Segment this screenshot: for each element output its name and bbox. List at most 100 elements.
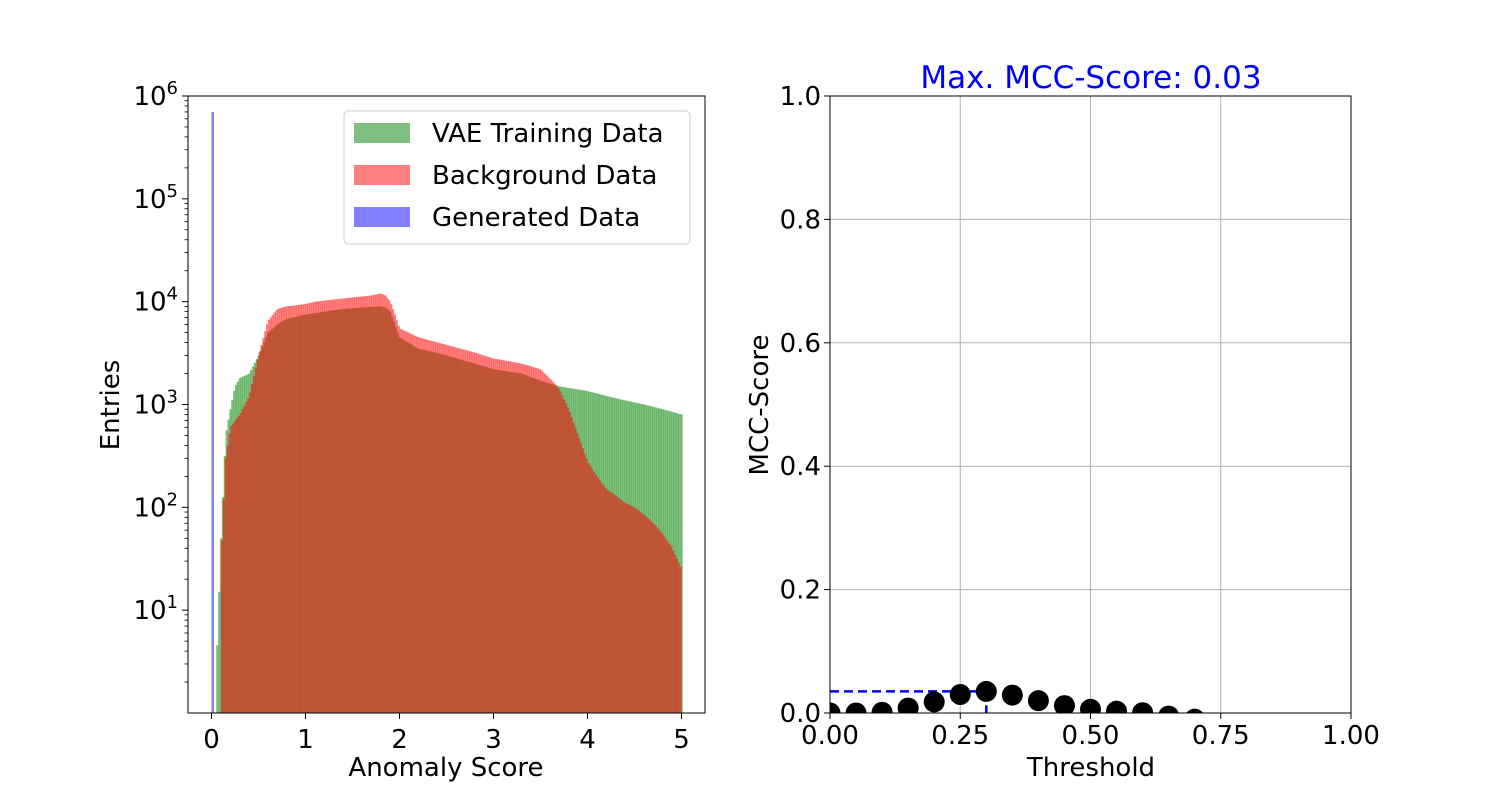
histogram-bar [250, 384, 254, 713]
histogram-bar [252, 375, 256, 713]
histogram-bar [566, 407, 569, 713]
histogram-bar [271, 314, 274, 713]
histogram-bar [296, 305, 299, 713]
histogram-y-tick-label: 101 [133, 592, 178, 626]
mcc-point [897, 697, 919, 713]
histogram-bar [675, 558, 679, 713]
histogram-bar [649, 520, 652, 713]
histogram-bar [564, 403, 568, 713]
histogram-bar [591, 468, 594, 713]
histogram-bar [572, 422, 575, 713]
histogram-bar [316, 301, 319, 713]
histogram-bar [211, 111, 214, 713]
mcc-x-ticks: 0.00 0.25 0.50 0.75 1.00 [801, 713, 1380, 751]
histogram-bar [523, 364, 526, 713]
histogram-bar [431, 341, 434, 713]
histogram-bar [346, 297, 350, 713]
histogram-bar [499, 359, 502, 713]
histogram-bar [314, 301, 318, 713]
histogram-x-tick-label: 5 [673, 725, 690, 755]
histogram-bar [538, 369, 541, 713]
histogram-bar [557, 388, 560, 713]
histogram-bar [506, 361, 509, 713]
histogram-bar [576, 432, 579, 713]
histogram-bar [446, 345, 449, 713]
histogram-bar [544, 374, 547, 713]
histogram-y-tick-label: 106 [133, 78, 178, 112]
histogram-bar [604, 487, 607, 713]
histogram-bar [574, 427, 577, 713]
histogram-bar [348, 297, 351, 713]
histogram-bar [313, 301, 316, 713]
histogram-bar [559, 391, 562, 713]
histogram-bar [371, 295, 374, 713]
histogram-bar [284, 306, 287, 713]
histogram-bar [489, 357, 492, 713]
histogram-bar [555, 385, 558, 713]
histogram-bar [615, 496, 618, 713]
histogram-bar [476, 353, 479, 713]
mcc-point [1027, 690, 1049, 712]
histogram-bar [516, 362, 519, 713]
histogram-bar [339, 298, 342, 713]
histogram-series-2 [211, 111, 214, 713]
mcc-point [975, 680, 997, 702]
histogram-bar [401, 329, 404, 713]
histogram-bar [273, 312, 276, 713]
mcc-point [1053, 695, 1075, 713]
mcc-y-tick-label: 0.0 [780, 699, 821, 729]
histogram-y-axis-label: Entries [96, 360, 126, 451]
histogram-bar [399, 328, 402, 713]
histogram-bar [369, 295, 372, 713]
histogram-bar [279, 308, 282, 713]
histogram-bar [542, 372, 545, 713]
legend-swatch-generated [354, 207, 410, 227]
histogram-bar [390, 304, 393, 713]
mcc-y-tick-label: 1.0 [780, 82, 821, 112]
histogram-bar [666, 541, 669, 713]
histogram-bar [645, 517, 648, 713]
histogram-bar [452, 346, 455, 713]
histogram-bar [237, 415, 240, 713]
histogram-bar [403, 330, 406, 713]
mcc-y-tick-label: 0.2 [780, 576, 821, 606]
histogram-bar [465, 350, 468, 713]
histogram-bar [593, 471, 596, 713]
histogram-bar [613, 494, 616, 713]
histogram-bar [672, 550, 675, 713]
histogram-bar [235, 418, 239, 713]
histogram-bar [391, 309, 395, 713]
histogram-bar [416, 336, 419, 713]
mcc-x-tick-label: 0.50 [1062, 721, 1120, 751]
histogram-y-tick-label: 103 [133, 387, 178, 421]
mcc-point [871, 701, 893, 713]
histogram-x-tick-label: 0 [203, 725, 220, 755]
histogram-bar [510, 361, 513, 713]
histogram-bar [407, 332, 410, 713]
histogram-bar [410, 334, 413, 713]
histogram-bar [482, 355, 485, 713]
histogram-bar [679, 567, 682, 713]
histogram-bar [367, 295, 370, 713]
histogram-bar [619, 499, 622, 713]
histogram-bar [337, 298, 340, 713]
histogram-y-tick-label: 102 [133, 489, 178, 523]
histogram-bar [455, 347, 459, 713]
histogram-bar [395, 320, 398, 713]
histogram-bar [501, 360, 504, 713]
legend-swatch-vae-training [354, 123, 410, 143]
histogram-bar [324, 300, 327, 713]
histogram-bar [275, 310, 278, 713]
mcc-y-axis-label: MCC-Score [745, 335, 775, 476]
histogram-bar [365, 295, 368, 713]
mcc-score-plot: 0.00 0.25 0.50 0.75 1.00 0.00.20.40.60.81.0 … [745, 60, 1380, 783]
histogram-bar [375, 294, 378, 713]
histogram-bar [254, 367, 257, 713]
histogram-bar [534, 367, 538, 713]
histogram-bar [670, 546, 673, 713]
histogram-bar [427, 340, 430, 713]
histogram-bar [484, 355, 487, 713]
mcc-point [1132, 702, 1154, 713]
mcc-x-tick-label: 1.00 [1322, 721, 1380, 751]
histogram-bar [408, 333, 412, 713]
